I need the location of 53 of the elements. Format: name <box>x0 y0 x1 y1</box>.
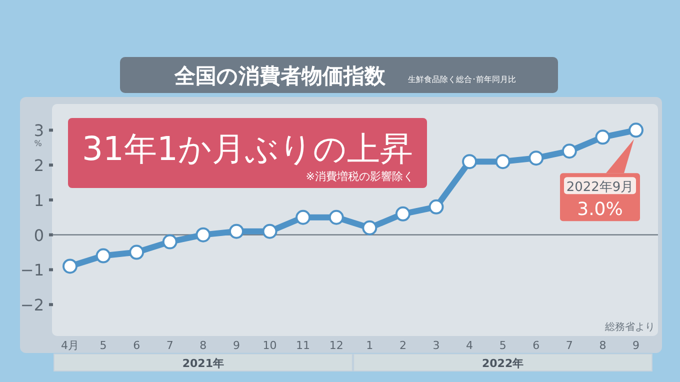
point <box>495 154 510 170</box>
x-tick-label: 7 <box>566 339 573 352</box>
point <box>96 248 111 264</box>
x-tick-label: 8 <box>599 339 606 352</box>
x-tick-label: 1 <box>366 339 374 352</box>
picture-callout: 2022年9月 3.0% <box>560 139 640 222</box>
x-tick-label: 9 <box>232 339 240 352</box>
point <box>196 227 211 242</box>
y-tick-label: −2 <box>20 296 44 315</box>
text: 2022年 <box>482 357 524 370</box>
point <box>362 220 378 236</box>
x-tick-label: 12 <box>329 339 344 352</box>
x-tick-label: 10 <box>262 339 277 352</box>
annotation: 2022年9月 <box>566 180 634 196</box>
point <box>628 122 644 138</box>
x-tick-label: 3 <box>432 339 440 352</box>
y-axis-title: % <box>34 139 42 148</box>
point <box>162 234 178 250</box>
x-tick-label: 8 <box>200 339 207 352</box>
x-tick-label: 11 <box>296 339 310 352</box>
point <box>562 144 577 159</box>
x-tick-label: 6 <box>532 339 540 352</box>
point <box>62 258 78 274</box>
point <box>462 154 478 170</box>
x-tick-label: 4 <box>466 339 474 352</box>
annotation: 3.0% <box>577 199 623 220</box>
point <box>595 130 610 145</box>
text: 2021年 <box>182 357 224 370</box>
chart-subtitle: 生鮮食品除く総合･前年同月比 <box>408 75 516 84</box>
y-tick-label: −1 <box>20 260 44 280</box>
annotation: ※消費増税の影響除く <box>306 170 414 183</box>
y-tick-label: 2 <box>34 156 44 176</box>
annotation: 総務省より <box>604 321 655 333</box>
x-tick-label: 2 <box>399 339 406 352</box>
chart-title: 全国の消費者物価指数 <box>174 64 386 88</box>
point <box>395 206 410 222</box>
point <box>228 224 244 239</box>
point <box>129 244 144 260</box>
point <box>296 210 311 225</box>
x-tick-label: 4月 <box>61 339 79 352</box>
point <box>328 210 344 225</box>
x-tick-label: 6 <box>133 339 140 352</box>
point <box>428 199 444 214</box>
annotation: 31年1か月ぶりの上昇 <box>82 129 413 168</box>
x-tick-label: 9 <box>632 339 640 352</box>
point <box>528 150 544 166</box>
point <box>262 224 278 239</box>
y-tick-label: 1 <box>34 190 44 210</box>
x-tick-label: 5 <box>499 339 506 352</box>
x-tick-label: 7 <box>166 339 174 352</box>
y-tick-label: 0 <box>34 226 44 245</box>
y-tick-label: 3 <box>34 121 44 140</box>
x-tick-label: 5 <box>100 339 107 352</box>
